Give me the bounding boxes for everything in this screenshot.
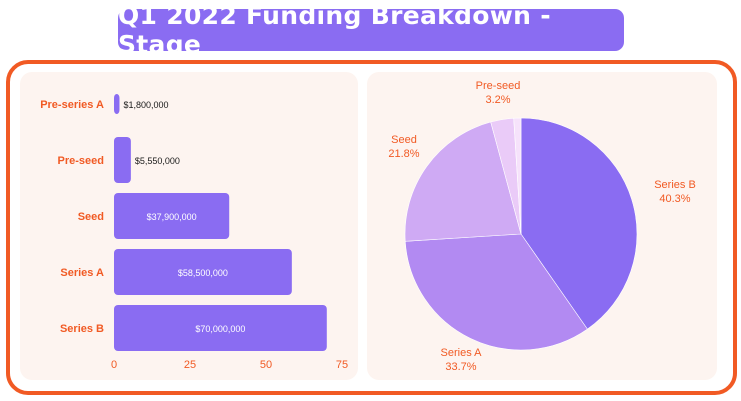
pie-slice-0 xyxy=(520,117,638,330)
bar-3 xyxy=(114,249,292,295)
slice-name-label: Series B xyxy=(654,179,696,191)
slice-percent-label: 33.7% xyxy=(445,361,476,373)
x-tick-label: 0 xyxy=(111,359,117,371)
slice-name-label: Seed xyxy=(391,134,417,146)
bar-0 xyxy=(114,94,120,114)
x-tick-label: 25 xyxy=(184,359,196,371)
chart-title: Q1 2022 Funding Breakdown - Stage xyxy=(118,1,551,59)
slice-percent-label: 21.8% xyxy=(388,148,419,160)
pie-slice-1 xyxy=(404,233,588,351)
value-label: $58,500,000 xyxy=(178,268,228,278)
category-label: Pre-seed xyxy=(58,155,104,167)
value-label: $5,550,000 xyxy=(135,156,180,166)
value-label: $1,800,000 xyxy=(123,100,168,110)
slice-percent-label: 40.3% xyxy=(659,193,690,205)
bar-4 xyxy=(114,305,327,351)
bar-1 xyxy=(114,137,131,183)
x-tick-label: 50 xyxy=(260,359,272,371)
slice-name-label: Series A xyxy=(441,347,483,359)
value-label: $70,000,000 xyxy=(195,324,245,334)
pie-slice-2 xyxy=(404,121,522,242)
slice-name-label: Pre-seed xyxy=(476,80,521,92)
value-label: $37,900,000 xyxy=(147,212,197,222)
category-label: Seed xyxy=(78,211,104,223)
category-label: Pre-series A xyxy=(40,99,104,111)
category-label: Series B xyxy=(60,323,104,335)
x-tick-label: 75 xyxy=(336,359,348,371)
chart-frame xyxy=(6,60,737,395)
category-label: Series A xyxy=(60,267,104,279)
chart-title-banner: Q1 2022 Funding Breakdown - Stage xyxy=(118,1,624,59)
pie-slice-4 xyxy=(513,117,522,235)
slice-percent-label: 3.2% xyxy=(485,94,510,106)
bar-2 xyxy=(114,193,230,239)
